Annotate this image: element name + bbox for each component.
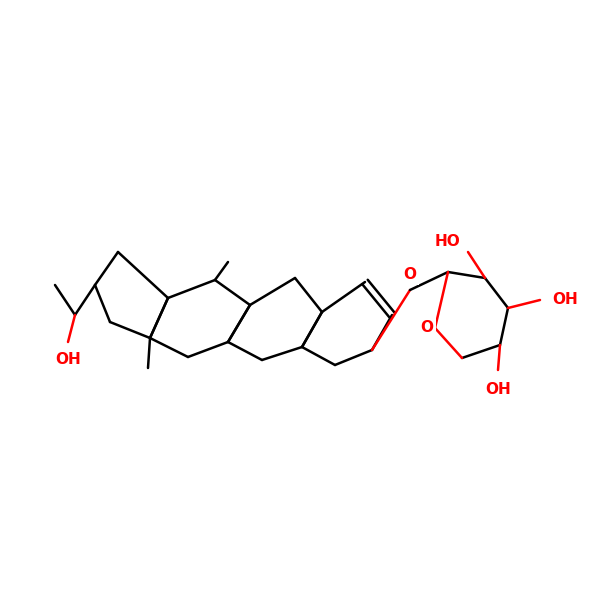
Text: HO: HO [434, 235, 460, 250]
Text: OH: OH [552, 292, 578, 307]
Text: OH: OH [485, 382, 511, 397]
Text: OH: OH [55, 352, 81, 367]
Text: O: O [420, 320, 433, 335]
Text: O: O [404, 267, 416, 282]
